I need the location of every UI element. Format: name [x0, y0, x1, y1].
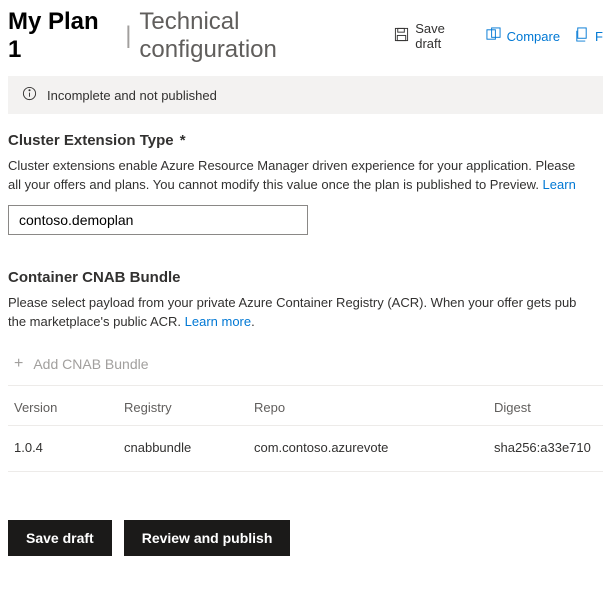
page-header: My Plan 1 | Technical configuration Save…	[0, 0, 611, 72]
col-registry: Registry	[118, 386, 248, 426]
cluster-extension-type-input[interactable]	[8, 205, 308, 235]
save-draft-toolbar-button[interactable]: Save draft	[394, 21, 471, 51]
compare-icon	[486, 27, 501, 45]
save-icon	[394, 27, 409, 45]
footer-buttons: Save draft Review and publish	[0, 472, 611, 576]
cluster-extension-heading-text: Cluster Extension Type	[8, 132, 174, 149]
info-icon	[22, 86, 37, 104]
cnab-desc-1: Please select payload from your private …	[8, 295, 576, 310]
cell-version: 1.0.4	[8, 426, 118, 472]
copy-icon	[574, 27, 589, 45]
cnab-learn-more-link[interactable]: Learn more	[185, 314, 251, 329]
cluster-ext-desc-1: Cluster extensions enable Azure Resource…	[8, 158, 575, 173]
add-cnab-bundle-button[interactable]: + Add CNAB Bundle	[8, 341, 603, 386]
save-draft-toolbar-label: Save draft	[415, 21, 471, 51]
cnab-period: .	[251, 314, 255, 329]
required-asterisk: *	[180, 132, 186, 149]
plan-name: My Plan 1	[8, 8, 117, 64]
cnab-heading: Container CNAB Bundle	[8, 269, 603, 286]
cluster-extension-section: Cluster Extension Type * Cluster extensi…	[0, 132, 611, 257]
extra-toolbar-button[interactable]: F	[574, 27, 603, 45]
cluster-ext-desc-2: all your offers and plans. You cannot mo…	[8, 177, 543, 192]
cluster-extension-desc: Cluster extensions enable Azure Resource…	[8, 157, 603, 195]
cnab-table: Version Registry Repo Digest 1.0.4 cnabb…	[8, 386, 603, 472]
plus-icon: +	[14, 355, 23, 373]
col-digest: Digest	[488, 386, 603, 426]
cell-digest: sha256:a33e710	[488, 426, 603, 472]
status-text: Incomplete and not published	[47, 88, 217, 103]
cnab-section: Container CNAB Bundle Please select payl…	[0, 269, 611, 473]
cell-registry: cnabbundle	[118, 426, 248, 472]
cell-repo: com.contoso.azurevote	[248, 426, 488, 472]
compare-toolbar-button[interactable]: Compare	[486, 27, 560, 45]
compare-toolbar-label: Compare	[507, 29, 560, 44]
title-divider: |	[125, 22, 131, 50]
toolbar: Save draft Compare F	[394, 21, 603, 51]
table-row[interactable]: 1.0.4 cnabbundle com.contoso.azurevote s…	[8, 426, 603, 472]
cluster-extension-heading: Cluster Extension Type *	[8, 132, 603, 149]
status-bar: Incomplete and not published	[8, 76, 603, 114]
col-repo: Repo	[248, 386, 488, 426]
cluster-ext-learn-more-link[interactable]: Learn	[543, 177, 576, 192]
save-draft-button[interactable]: Save draft	[8, 520, 112, 556]
cnab-desc: Please select payload from your private …	[8, 294, 603, 332]
add-cnab-label: Add CNAB Bundle	[33, 356, 148, 372]
page-title: Technical configuration	[139, 8, 380, 64]
col-version: Version	[8, 386, 118, 426]
extra-toolbar-label: F	[595, 29, 603, 44]
cnab-desc-2: the marketplace's public ACR.	[8, 314, 185, 329]
review-publish-button[interactable]: Review and publish	[124, 520, 291, 556]
